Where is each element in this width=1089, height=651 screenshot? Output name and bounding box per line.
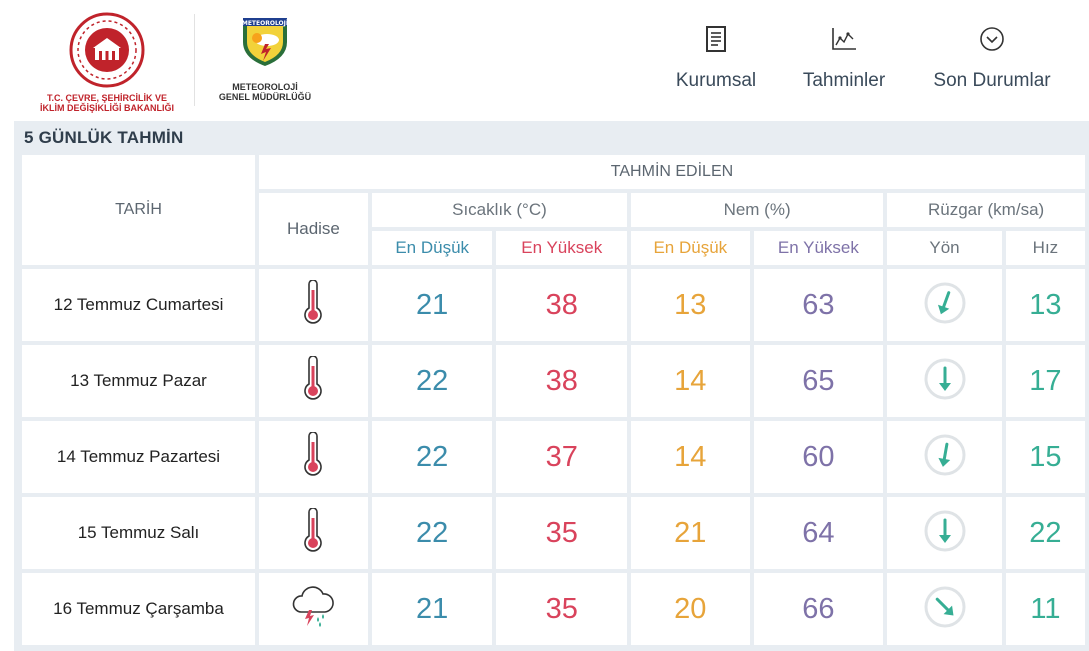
mgm-logo[interactable]: METEOROLOJİ METEOROLOJİ GENEL MÜDÜRLÜĞÜ xyxy=(205,16,325,111)
header-tarih: TARİH xyxy=(22,155,255,265)
nav-son-durumlar-label: Son Durumlar xyxy=(933,70,1051,91)
ministry-emblem-icon xyxy=(69,12,145,88)
row-hum-low: 20 xyxy=(631,573,750,645)
row-hum-high: 65 xyxy=(753,345,884,417)
ministry-name: T.C. ÇEVRE, ŞEHİRCİLİK VE İKLİM DEĞİŞİKL… xyxy=(40,93,174,113)
row-temp-high: 35 xyxy=(496,497,627,569)
header-ruzgar: Rüzgar (km/sa) xyxy=(887,193,1085,227)
row-temp-low: 22 xyxy=(371,421,493,493)
row-temp-high: 38 xyxy=(496,269,627,341)
row-date: 15 Temmuz Salı xyxy=(22,497,255,569)
row-wind-speed: 13 xyxy=(1005,269,1085,341)
header-hum-low: En Düşük xyxy=(631,231,750,265)
mgm-name: METEOROLOJİ GENEL MÜDÜRLÜĞÜ xyxy=(218,82,312,102)
row-wind-direction xyxy=(887,269,1002,341)
table-row: 15 Temmuz Salı 22 35 21 64 22 xyxy=(22,497,1085,569)
forecast-section: 5 GÜNLÜK TAHMİN TARİH TAHMİN EDİLEN Hadi… xyxy=(14,121,1089,651)
row-wind-speed: 11 xyxy=(1005,573,1085,645)
document-icon xyxy=(706,26,726,52)
thermometer-hot-icon xyxy=(304,278,323,324)
nav-son-durumlar[interactable]: Son Durumlar xyxy=(925,24,1059,104)
header-nem: Nem (%) xyxy=(631,193,884,227)
row-wind-speed: 17 xyxy=(1005,345,1085,417)
row-hum-low: 13 xyxy=(631,269,750,341)
row-hum-high: 66 xyxy=(753,573,884,645)
row-hadise xyxy=(258,345,368,417)
row-hadise xyxy=(258,573,368,645)
wind-direction-icon xyxy=(924,358,966,399)
table-row: 12 Temmuz Cumartesi 21 38 13 63 13 xyxy=(22,269,1085,341)
row-date: 13 Temmuz Pazar xyxy=(22,345,255,417)
row-wind-speed: 15 xyxy=(1005,421,1085,493)
row-hum-low: 21 xyxy=(631,497,750,569)
site-header: T.C. ÇEVRE, ŞEHİRCİLİK VE İKLİM DEĞİŞİKL… xyxy=(0,0,1089,121)
header-temp-low: En Düşük xyxy=(371,231,493,265)
thermometer-hot-icon xyxy=(304,506,323,552)
row-temp-high: 37 xyxy=(496,421,627,493)
row-temp-low: 21 xyxy=(371,573,493,645)
logo-divider xyxy=(194,14,195,106)
nav-kurumsal-label: Kurumsal xyxy=(675,70,757,91)
chart-icon xyxy=(832,28,856,50)
thunderstorm-rain-icon xyxy=(293,585,335,627)
row-hadise xyxy=(258,269,368,341)
row-hadise xyxy=(258,497,368,569)
nav-tahminler[interactable]: Tahminler xyxy=(796,24,892,104)
row-temp-low: 22 xyxy=(371,497,493,569)
row-temp-low: 21 xyxy=(371,269,493,341)
header-hum-high: En Yüksek xyxy=(753,231,884,265)
thermometer-hot-icon xyxy=(304,354,323,400)
ministry-logo[interactable]: T.C. ÇEVRE, ŞEHİRCİLİK VE İKLİM DEĞİŞİKL… xyxy=(22,10,192,113)
row-wind-direction xyxy=(887,497,1002,569)
nav-tahminler-label: Tahminler xyxy=(802,70,886,91)
row-hum-high: 63 xyxy=(753,269,884,341)
row-temp-high: 38 xyxy=(496,345,627,417)
row-date: 14 Temmuz Pazartesi xyxy=(22,421,255,493)
mgm-badge: METEOROLOJİ xyxy=(242,20,288,27)
nav-kurumsal[interactable]: Kurumsal xyxy=(668,24,764,104)
section-title: 5 GÜNLÜK TAHMİN xyxy=(24,128,184,147)
row-temp-low: 22 xyxy=(371,345,493,417)
wind-direction-icon xyxy=(924,586,966,627)
table-row: 14 Temmuz Pazartesi 22 37 14 60 15 xyxy=(22,421,1085,493)
header-hadise: Hadise xyxy=(258,193,368,265)
header-hiz: Hız xyxy=(1005,231,1085,265)
table-row: 16 Temmuz Çarşamba 21 35 20 66 11 xyxy=(22,573,1085,645)
row-hadise xyxy=(258,421,368,493)
row-hum-low: 14 xyxy=(631,421,750,493)
wind-direction-icon xyxy=(924,434,966,475)
row-date: 12 Temmuz Cumartesi xyxy=(22,269,255,341)
row-temp-high: 35 xyxy=(496,573,627,645)
mgm-emblem-icon: METEOROLOJİ xyxy=(242,18,288,66)
wind-direction-icon xyxy=(924,282,966,323)
row-wind-speed: 22 xyxy=(1005,497,1085,569)
table-row: 13 Temmuz Pazar 22 38 14 65 17 xyxy=(22,345,1085,417)
row-wind-direction xyxy=(887,573,1002,645)
header-sicaklik: Sıcaklık (°C) xyxy=(371,193,627,227)
row-wind-direction xyxy=(887,421,1002,493)
thermometer-hot-icon xyxy=(304,430,323,476)
header-yon: Yön xyxy=(887,231,1002,265)
wind-direction-icon xyxy=(924,510,966,551)
chevron-circle-icon xyxy=(980,27,1004,51)
row-hum-low: 14 xyxy=(631,345,750,417)
header-tahmin-edilen: TAHMİN EDİLEN xyxy=(258,155,1085,189)
forecast-table: TARİH TAHMİN EDİLEN Hadise Sıcaklık (°C)… xyxy=(18,151,1089,649)
header-temp-high: En Yüksek xyxy=(496,231,627,265)
row-wind-direction xyxy=(887,345,1002,417)
row-hum-high: 64 xyxy=(753,497,884,569)
row-date: 16 Temmuz Çarşamba xyxy=(22,573,255,645)
row-hum-high: 60 xyxy=(753,421,884,493)
